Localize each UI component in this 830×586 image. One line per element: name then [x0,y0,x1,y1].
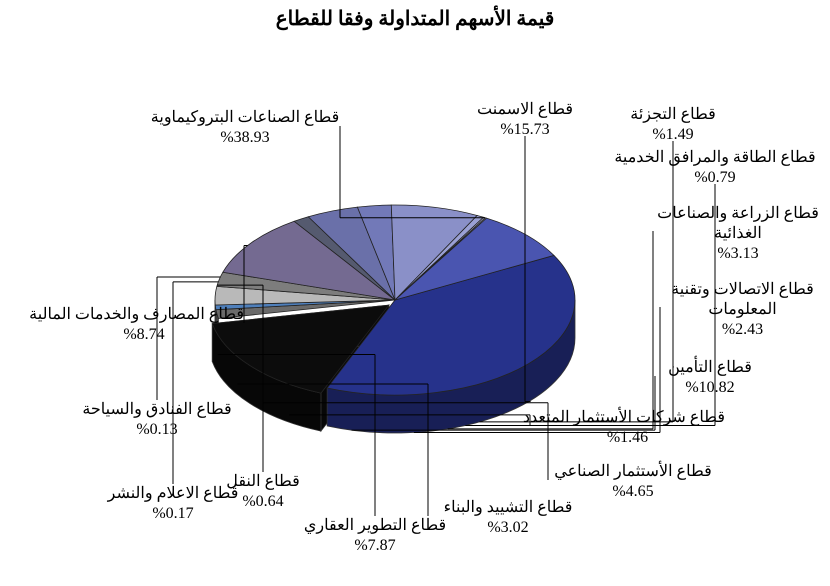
label-media: قطاع الاعلام والنشر%0.17 [98,484,248,524]
label-text-utilities: قطاع الطاقة والمرافق الخدمية [610,148,820,168]
label-text-multi_inv: قطاع شركات الأستثمار المتعدد [530,408,725,428]
label-telecom_it: قطاع الاتصالات وتقنيةالمعلومات%2.43 [660,280,825,340]
label-text-cement: قطاع الاسمنت [470,100,580,120]
label-pct-hotels: %0.13 [72,420,242,440]
label-utilities: قطاع الطاقة والمرافق الخدمية%0.79 [610,148,820,188]
label-real_estate: قطاع التطوير العقاري%7.87 [295,516,455,556]
label-text-banks: قطاع المصارف والخدمات المالية [44,305,244,325]
label-text-hotels: قطاع الفنادق والسياحة [72,400,242,420]
label-pct-multi_inv: %1.46 [530,428,725,448]
label-text-retail: قطاع التجزئة [618,105,728,125]
label-pct-cement: %15.73 [470,120,580,140]
label-pct-telecom_it: %2.43 [660,320,825,340]
label-pct-petrochem: %38.93 [150,128,340,148]
label-retail: قطاع التجزئة%1.49 [618,105,728,145]
label-cement: قطاع الاسمنت%15.73 [470,100,580,140]
label-hotels: قطاع الفنادق والسياحة%0.13 [72,400,242,440]
label-text-ind_inv: قطاع الأستثمار الصناعي [548,462,718,482]
label-agri_food: قطاع الزراعة والصناعاتالغذائية%3.13 [653,204,823,264]
label-petrochem: قطاع الصناعات البتروكيماوية%38.93 [150,108,340,148]
label-pct-agri_food: %3.13 [653,244,823,264]
label-insurance: قطاع التأمين%10.82 [655,358,765,398]
label-pct-retail: %1.49 [618,125,728,145]
label-pct-real_estate: %7.87 [295,536,455,556]
label-text-real_estate: قطاع التطوير العقاري [295,516,455,536]
label-pct-insurance: %10.82 [655,378,765,398]
label-text-insurance: قطاع التأمين [655,358,765,378]
label-text-construct: قطاع التشييد والبناء [428,498,588,518]
label-ind_inv: قطاع الأستثمار الصناعي%4.65 [548,462,718,502]
label-pct-media: %0.17 [98,504,248,524]
label-text-media: قطاع الاعلام والنشر [98,484,248,504]
label-pct-banks: %8.74 [44,325,244,345]
label-multi_inv: قطاع شركات الأستثمار المتعدد%1.46 [530,408,725,448]
label-banks: قطاع المصارف والخدمات المالية%8.74 [44,305,244,345]
label-text-petrochem: قطاع الصناعات البتروكيماوية [150,108,340,128]
label-pct-utilities: %0.79 [610,168,820,188]
pie-chart-container: قيمة الأسهم المتداولة وفقا للقطاع قطاع ا… [0,0,830,586]
